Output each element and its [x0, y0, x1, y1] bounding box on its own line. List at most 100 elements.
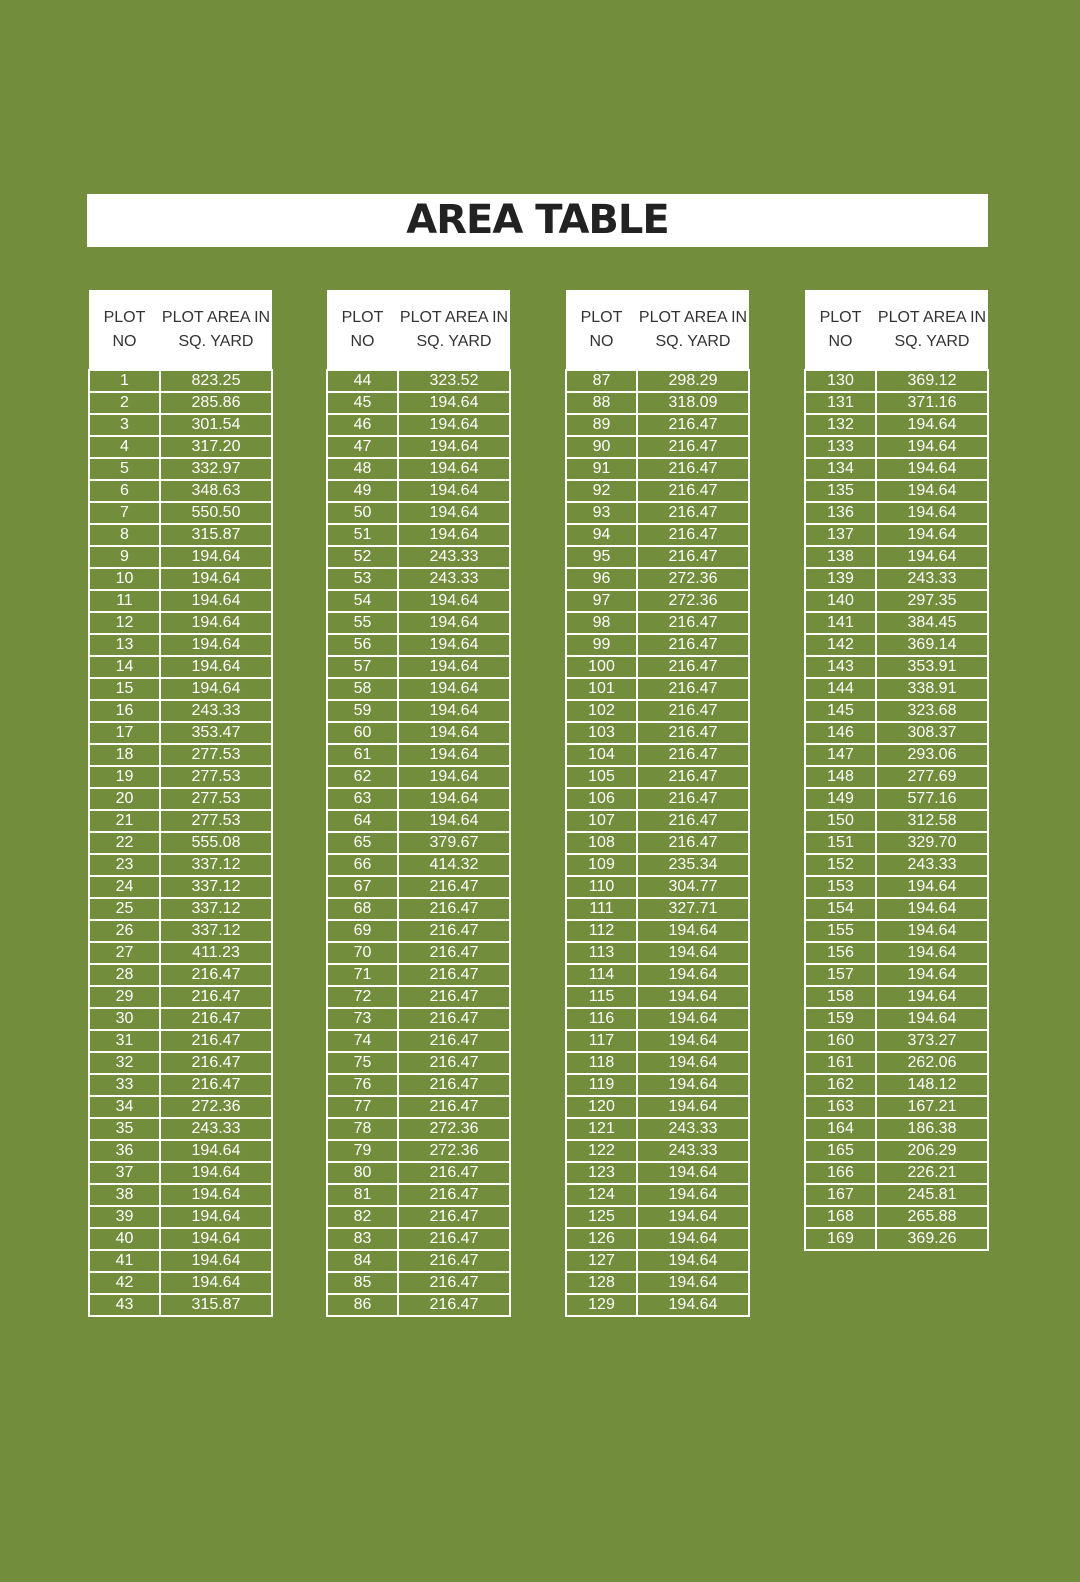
plot-no: 59: [326, 699, 399, 723]
plot-area: 411.23: [159, 941, 273, 965]
row: 97 272.36: [565, 589, 750, 613]
row: 18 277.53: [88, 743, 273, 767]
plot-area: 194.64: [636, 1271, 750, 1295]
row: 89 216.47: [565, 413, 750, 437]
plot-area: 337.12: [159, 897, 273, 921]
header-line: PLOT AREA IN: [399, 308, 509, 326]
plot-no: 157: [804, 963, 877, 987]
row: 76 216.47: [326, 1073, 511, 1097]
plot-no: 7: [88, 501, 161, 525]
row: 35 243.33: [88, 1117, 273, 1141]
plot-area: 338.91: [875, 677, 989, 701]
plot-no: 68: [326, 897, 399, 921]
plot-no: 39: [88, 1205, 161, 1229]
row: 81 216.47: [326, 1183, 511, 1207]
row: 119 194.64: [565, 1073, 750, 1097]
row: 146 308.37: [804, 721, 989, 745]
plot-area: 194.64: [636, 1073, 750, 1097]
plot-area: 194.64: [397, 479, 511, 503]
plot-area: 216.47: [636, 435, 750, 459]
plot-area: 285.86: [159, 391, 273, 415]
row: 51 194.64: [326, 523, 511, 547]
plot-area: 332.97: [159, 457, 273, 481]
plot-no: 140: [804, 589, 877, 613]
plot-area: 216.47: [397, 963, 511, 987]
plot-area: 194.64: [397, 611, 511, 635]
plot-no: 130: [804, 369, 877, 393]
plot-area: 194.64: [159, 1205, 273, 1229]
plot-no: 156: [804, 941, 877, 965]
plot-area: 194.64: [875, 963, 989, 987]
plot-no: 74: [326, 1029, 399, 1053]
plot-no: 154: [804, 897, 877, 921]
row: 23 337.12: [88, 853, 273, 877]
row: 29 216.47: [88, 985, 273, 1009]
header-line: PLOT AREA IN: [877, 308, 987, 326]
row: 120 194.64: [565, 1095, 750, 1119]
plot-area: 194.64: [159, 589, 273, 613]
plot-area: 371.16: [875, 391, 989, 415]
plot-area: 823.25: [159, 369, 273, 393]
row: 52 243.33: [326, 545, 511, 569]
plot-area: 216.47: [159, 1051, 273, 1075]
plot-no: 96: [565, 567, 638, 591]
plot-no: 126: [565, 1227, 638, 1251]
area-table: PLOT NO PLOT AREA IN SQ. YARD 87 298.29 88 318.…: [565, 290, 750, 1317]
row: 113 194.64: [565, 941, 750, 965]
row: 108 216.47: [565, 831, 750, 855]
header-cell: PLOT NO: [327, 290, 398, 370]
row: 25 337.12: [88, 897, 273, 921]
row: 164 186.38: [804, 1117, 989, 1141]
plot-area: 194.64: [159, 655, 273, 679]
plot-area: 277.53: [159, 787, 273, 811]
plot-no: 49: [326, 479, 399, 503]
row: 114 194.64: [565, 963, 750, 987]
plot-no: 87: [565, 369, 638, 393]
plot-no: 15: [88, 677, 161, 701]
plot-no: 137: [804, 523, 877, 547]
row: 75 216.47: [326, 1051, 511, 1075]
plot-no: 150: [804, 809, 877, 833]
row: 64 194.64: [326, 809, 511, 833]
plot-no: 119: [565, 1073, 638, 1097]
plot-area: 353.91: [875, 655, 989, 679]
row: 57 194.64: [326, 655, 511, 679]
plot-area: 194.64: [397, 787, 511, 811]
row: 112 194.64: [565, 919, 750, 943]
row: 88 318.09: [565, 391, 750, 415]
row: 17 353.47: [88, 721, 273, 745]
plot-area: 379.67: [397, 831, 511, 855]
plot-no: 116: [565, 1007, 638, 1031]
plot-no: 67: [326, 875, 399, 899]
plot-no: 55: [326, 611, 399, 635]
plot-area: 216.47: [397, 1051, 511, 1075]
header-cell: PLOT AREA IN SQ. YARD: [876, 290, 988, 370]
row: 133 194.64: [804, 435, 989, 459]
row: 118 194.64: [565, 1051, 750, 1075]
row: 5 332.97: [88, 457, 273, 481]
row: 69 216.47: [326, 919, 511, 943]
plot-area: 194.64: [397, 523, 511, 547]
plot-area: 317.20: [159, 435, 273, 459]
row: 34 272.36: [88, 1095, 273, 1119]
row: 155 194.64: [804, 919, 989, 943]
row: 135 194.64: [804, 479, 989, 503]
plot-area: 353.47: [159, 721, 273, 745]
row: 154 194.64: [804, 897, 989, 921]
plot-area: 194.64: [159, 633, 273, 657]
plot-area: 194.64: [636, 919, 750, 943]
plot-no: 24: [88, 875, 161, 899]
plot-area: 329.70: [875, 831, 989, 855]
plot-area: 337.12: [159, 853, 273, 877]
plot-area: 194.64: [397, 765, 511, 789]
row: 7 550.50: [88, 501, 273, 525]
plot-area: 337.12: [159, 919, 273, 943]
row: 140 297.35: [804, 589, 989, 613]
row: 3 301.54: [88, 413, 273, 437]
plot-area: 216.47: [397, 985, 511, 1009]
plot-no: 22: [88, 831, 161, 855]
plot-no: 165: [804, 1139, 877, 1163]
plot-no: 10: [88, 567, 161, 591]
plot-area: 323.52: [397, 369, 511, 393]
plot-area: 384.45: [875, 611, 989, 635]
